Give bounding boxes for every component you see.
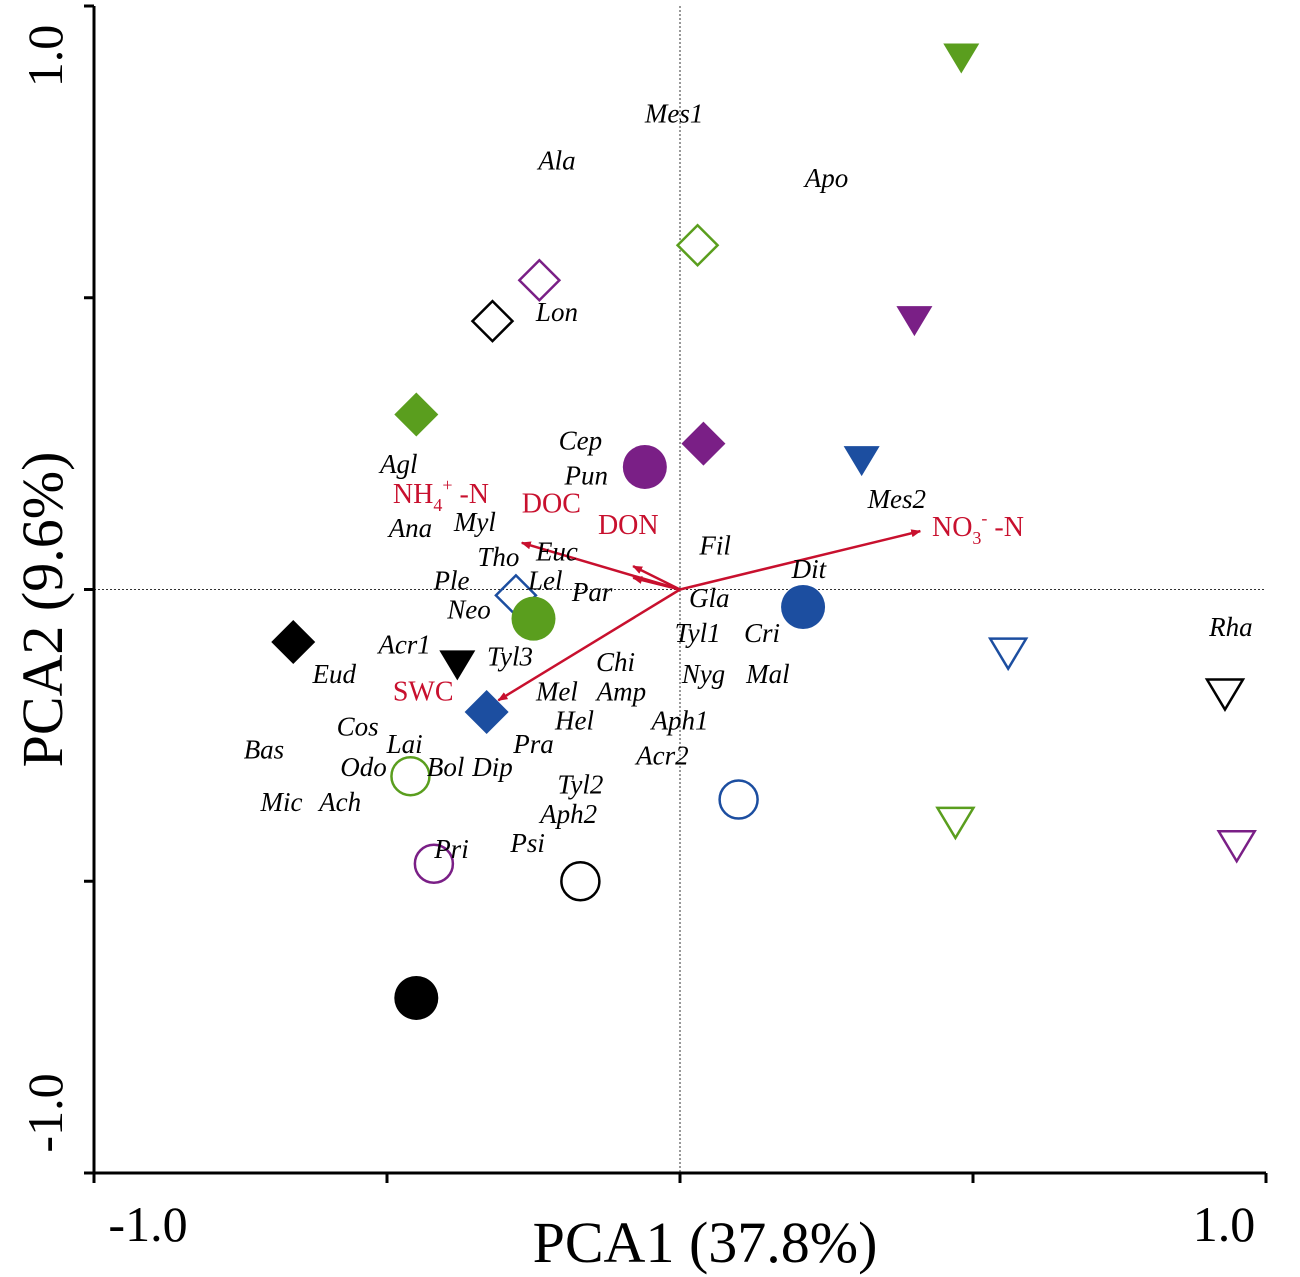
sample-point-triangle <box>943 43 980 74</box>
species-label: Pri <box>433 834 469 864</box>
environment-vectors <box>497 529 922 702</box>
species-label: Rha <box>1208 612 1253 642</box>
sample-points <box>271 43 1257 1020</box>
species-label: Gla <box>689 583 730 613</box>
sample-point-diamond <box>681 421 726 466</box>
species-label: Mel <box>535 676 578 706</box>
env-label-doc: DOC <box>522 488 581 519</box>
species-label: Tho <box>477 542 519 572</box>
env-label-no3: NO3- -N <box>932 508 1024 548</box>
y-axis-title: PCA2 (9.6%) <box>10 452 75 768</box>
env-label-swc: SWC <box>393 676 454 707</box>
env-vector-arrow <box>679 529 922 591</box>
species-label: Mal <box>745 659 790 689</box>
sample-point-triangle <box>935 806 976 841</box>
species-label: Ana <box>387 513 433 543</box>
species-label: Acr2 <box>634 741 688 771</box>
species-label: Ple <box>432 566 469 596</box>
sample-point-circle <box>394 975 439 1020</box>
sample-point-diamond <box>271 620 316 665</box>
species-label: Hel <box>554 706 594 736</box>
x-tick-label: 1.0 <box>1193 1196 1256 1252</box>
sample-point-triangle <box>987 637 1029 672</box>
zero-reference-lines <box>94 6 1266 1173</box>
env-vector-arrow <box>497 588 681 702</box>
axes: -1.0 1.0 -1.0 1.0 <box>17 4 1268 1252</box>
species-label: Cri <box>744 618 780 648</box>
species-label: Par <box>571 577 613 607</box>
species-label: Neo <box>446 595 491 625</box>
species-label: Apo <box>803 163 849 193</box>
species-label: Cep <box>559 425 603 455</box>
species-label: Nyg <box>681 659 726 689</box>
sample-point-circle <box>511 596 556 641</box>
sample-point-circle <box>413 843 455 884</box>
species-label: Pun <box>563 460 608 490</box>
sample-point-diamond <box>517 258 562 303</box>
species-label: Amp <box>595 676 647 706</box>
sample-point-circle <box>781 585 826 630</box>
species-label: Euc <box>535 536 578 566</box>
species-label: Agl <box>378 449 418 479</box>
species-label: Cos <box>337 711 379 741</box>
env-label-don: DON <box>598 510 659 541</box>
species-label: Ala <box>536 145 576 175</box>
sample-point-diamond <box>675 223 720 268</box>
species-label: Odo <box>340 752 387 782</box>
y-tick-label: -1.0 <box>17 1073 73 1152</box>
species-label: Bol <box>427 752 465 782</box>
species-label: Pra <box>512 729 554 759</box>
sample-point-diamond <box>464 690 509 735</box>
y-tick-label: 1.0 <box>17 25 73 88</box>
species-labels: Mes1 Ala Apo Lon Cep Agl Pun Mes2 Ana Myl Fil Euc Th… <box>244 99 1253 864</box>
env-label-nh4: NH4+ -N <box>393 475 489 515</box>
species-label: Ach <box>317 787 361 817</box>
sample-point-diamond <box>470 299 515 343</box>
species-label: Acr1 <box>376 630 430 660</box>
sample-point-triangle <box>1216 829 1257 864</box>
species-label: Aph2 <box>538 799 597 829</box>
sample-point-diamond <box>394 392 439 437</box>
species-label: Lel <box>527 566 563 596</box>
x-tick-label: -1.0 <box>108 1196 187 1252</box>
species-label: Mic <box>260 787 303 817</box>
species-label: Mes1 <box>644 99 703 129</box>
species-label: Tyl1 <box>675 618 721 648</box>
species-label: Fil <box>698 530 731 560</box>
species-label: Eud <box>312 659 357 689</box>
environment-labels: NH4+ -N DOC DON NO3- -N SWC <box>393 475 1024 707</box>
sample-point-circle <box>718 779 759 820</box>
species-label: Dit <box>791 554 828 584</box>
species-label: Lon <box>535 297 578 327</box>
species-label: Lai <box>386 729 423 759</box>
sample-point-triangle <box>843 446 880 477</box>
species-label: Aph1 <box>650 706 709 736</box>
x-axis-title: PCA1 (37.8%) <box>533 1210 878 1275</box>
sample-point-circle <box>560 861 601 902</box>
env-vector-arrow <box>632 565 681 591</box>
species-label: Tyl3 <box>487 641 533 671</box>
sample-point-triangle <box>1204 678 1246 712</box>
sample-point-circle <box>390 755 431 797</box>
species-label: Dip <box>471 752 513 782</box>
species-label: Tyl2 <box>557 770 603 800</box>
sample-point-triangle <box>896 306 933 337</box>
species-label: Psi <box>509 828 545 858</box>
sample-point-triangle <box>439 650 476 681</box>
species-label: Mes2 <box>867 484 926 514</box>
species-label: Myl <box>453 507 496 537</box>
species-label: Chi <box>596 647 635 677</box>
species-label: Bas <box>244 735 285 765</box>
env-vector-arrow <box>632 576 681 591</box>
sample-point-circle <box>622 444 667 489</box>
